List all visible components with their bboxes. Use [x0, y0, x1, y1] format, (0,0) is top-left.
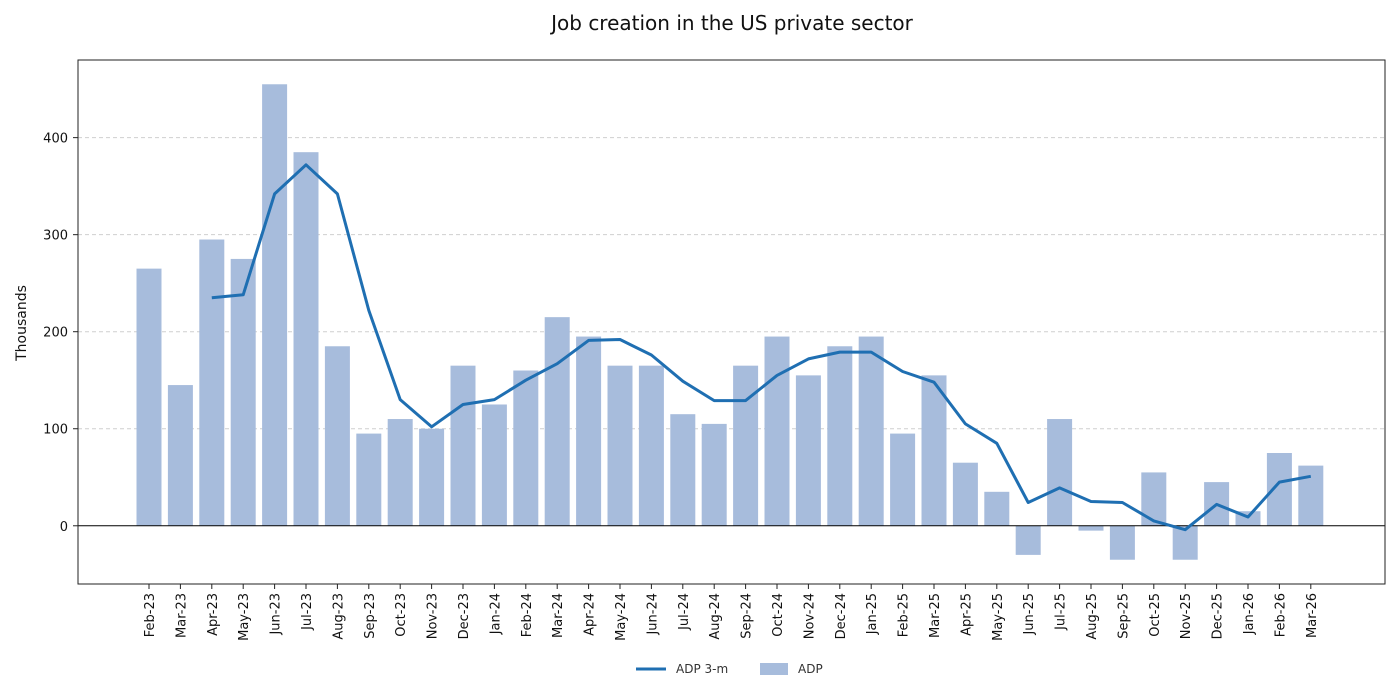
bar-Mar-26 [1298, 465, 1324, 526]
bar-Feb-26 [1266, 453, 1292, 526]
x-tick-label: Sep-24 [740, 593, 755, 639]
bar-Dec-23 [450, 365, 476, 526]
bar-Aug-23 [324, 346, 350, 526]
x-axis-ticks: Feb-23 Mar-23 Apr-23 May-23 Jun-23 Jul-23 Aug-… [143, 584, 1320, 641]
chart-title: Job creation in the US private sector [549, 11, 914, 35]
bar-Jun-23 [262, 84, 288, 526]
x-tick-label: Aug-23 [331, 593, 346, 640]
bar-Jun-25 [1015, 525, 1041, 555]
bar-Nov-25 [1172, 525, 1198, 560]
x-tick-label: Jun-23 [269, 593, 284, 636]
x-tick-label: Jan-26 [1242, 593, 1257, 635]
bar-Aug-25 [1078, 525, 1104, 531]
x-tick-label: Dec-25 [1211, 593, 1226, 639]
bar-Sep-25 [1109, 525, 1135, 560]
x-tick-label: Jun-25 [1022, 593, 1037, 636]
legend: ADP 3-m ADP [636, 662, 823, 676]
bar-Feb-24 [513, 370, 539, 526]
x-tick-label: Aug-24 [708, 593, 723, 640]
bar-Apr-23 [199, 239, 225, 526]
bar-May-23 [230, 258, 256, 526]
bar-Jan-24 [481, 404, 507, 526]
x-tick-label: Feb-24 [520, 593, 535, 637]
x-tick-label: Oct-25 [1148, 593, 1163, 637]
plot-frame [77, 59, 1386, 585]
x-tick-label: May-25 [991, 593, 1006, 641]
x-tick-label: Apr-25 [959, 593, 974, 636]
x-tick-label: Jan-25 [865, 593, 880, 635]
bar-Sep-23 [356, 433, 382, 526]
bar-Jun-24 [638, 365, 664, 526]
bar-Feb-23 [136, 268, 162, 526]
x-tick-label: Oct-24 [771, 593, 786, 637]
x-tick-label: Feb-23 [143, 593, 158, 637]
x-tick-label: Nov-25 [1179, 593, 1194, 639]
x-tick-label: Mar-24 [551, 593, 566, 638]
x-tick-label: Dec-24 [834, 593, 849, 639]
x-tick-label: Mar-26 [1305, 593, 1320, 638]
x-tick-label: Feb-25 [897, 593, 912, 637]
y-tick-label: 300 [43, 229, 68, 244]
legend-label-adp: ADP [798, 662, 823, 676]
x-tick-label: Mar-25 [928, 593, 943, 638]
bar-Apr-24 [576, 336, 602, 526]
bar-Apr-25 [952, 462, 978, 526]
bar-Jan-25 [858, 336, 884, 526]
legend-label-adp-3m: ADP 3-m [676, 662, 728, 676]
bar-Mar-23 [167, 385, 193, 526]
bar-Jul-24 [670, 414, 696, 526]
bar-May-25 [984, 491, 1010, 526]
bar-Oct-24 [764, 336, 790, 526]
bar-Nov-24 [795, 375, 821, 526]
x-tick-label: Sep-23 [363, 593, 378, 639]
x-tick-label: Jul-23 [300, 593, 315, 631]
bar-Nov-23 [419, 428, 445, 526]
bar-May-24 [607, 365, 633, 526]
x-tick-label: Apr-24 [583, 593, 598, 636]
bar-series-adp [136, 84, 1324, 560]
y-axis-label: Thousands [14, 285, 30, 362]
x-tick-label: Apr-23 [206, 593, 221, 636]
x-tick-label: Jul-25 [1054, 593, 1069, 631]
x-tick-label: Oct-23 [394, 593, 409, 637]
x-tick-label: Sep-25 [1116, 593, 1131, 639]
x-tick-label: Jun-24 [645, 593, 660, 636]
bar-Jul-23 [293, 152, 319, 526]
x-tick-label: Dec-23 [457, 593, 472, 639]
x-tick-label: Jan-24 [488, 593, 503, 635]
bar-Sep-24 [733, 365, 759, 526]
x-tick-label: May-24 [614, 593, 629, 641]
x-tick-label: Jul-24 [677, 593, 692, 631]
y-tick-label: 400 [43, 132, 68, 147]
x-tick-label: Mar-23 [174, 593, 189, 638]
x-tick-label: Nov-23 [426, 593, 441, 639]
y-tick-label: 100 [43, 423, 68, 438]
bar-Mar-24 [544, 317, 570, 526]
y-tick-label: 200 [43, 326, 68, 341]
bar-Jul-25 [1047, 419, 1073, 526]
y-tick-label: 0 [60, 520, 68, 535]
bar-Dec-24 [827, 346, 853, 526]
x-tick-label: Nov-24 [802, 593, 817, 639]
bar-Oct-25 [1141, 472, 1167, 526]
bar-Feb-25 [890, 433, 916, 526]
bar-Aug-24 [701, 423, 727, 526]
line-series-adp-3m [211, 163, 1312, 532]
x-tick-label: May-23 [237, 593, 252, 641]
y-axis-ticks: 0 100 200 300 400 [43, 132, 78, 535]
bar-Mar-25 [921, 375, 947, 526]
bar-Oct-23 [387, 419, 413, 526]
x-tick-label: Feb-26 [1273, 593, 1288, 637]
legend-swatch-adp [760, 663, 788, 675]
x-tick-label: Aug-25 [1085, 593, 1100, 640]
